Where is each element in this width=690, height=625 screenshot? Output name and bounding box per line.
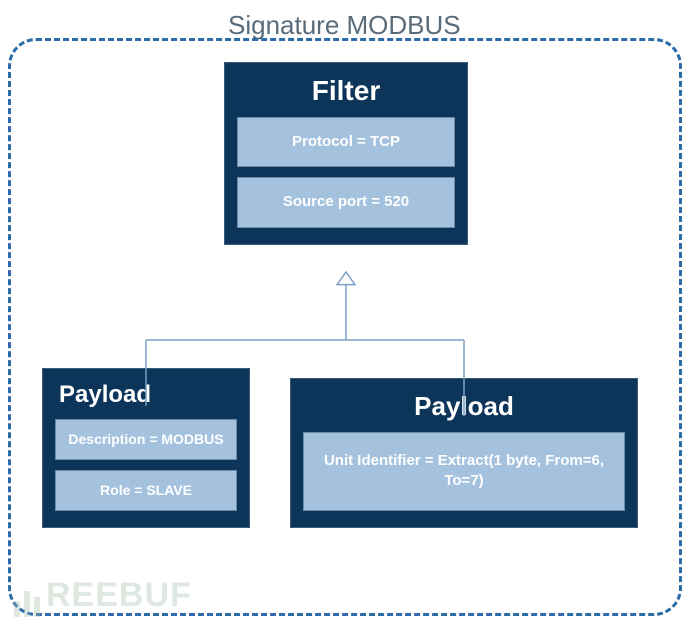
filter-field-protocol: Protocol = TCP [237,117,455,167]
payload-right-title: Payload [303,391,625,422]
payload-left-node: Payload Description = MODBUS Role = SLAV… [42,368,250,528]
payload-left-field-role: Role = SLAVE [55,470,237,511]
filter-field-sourceport: Source port = 520 [237,177,455,227]
filter-title: Filter [237,75,455,107]
filter-node: Filter Protocol = TCP Source port = 520 [224,62,468,245]
payload-left-title: Payload [55,381,237,409]
payload-left-field-description: Description = MODBUS [55,419,237,460]
payload-right-node: Payload Unit Identifier = Extract(1 byte… [290,378,638,528]
watermark: REEBUF [14,576,192,617]
diagram-title: Signature MODBUS [220,10,469,41]
watermark-text: REEBUF [46,576,192,614]
payload-right-field-unitid: Unit Identifier = Extract(1 byte, From=6… [303,432,625,511]
watermark-bars-icon [14,578,44,617]
